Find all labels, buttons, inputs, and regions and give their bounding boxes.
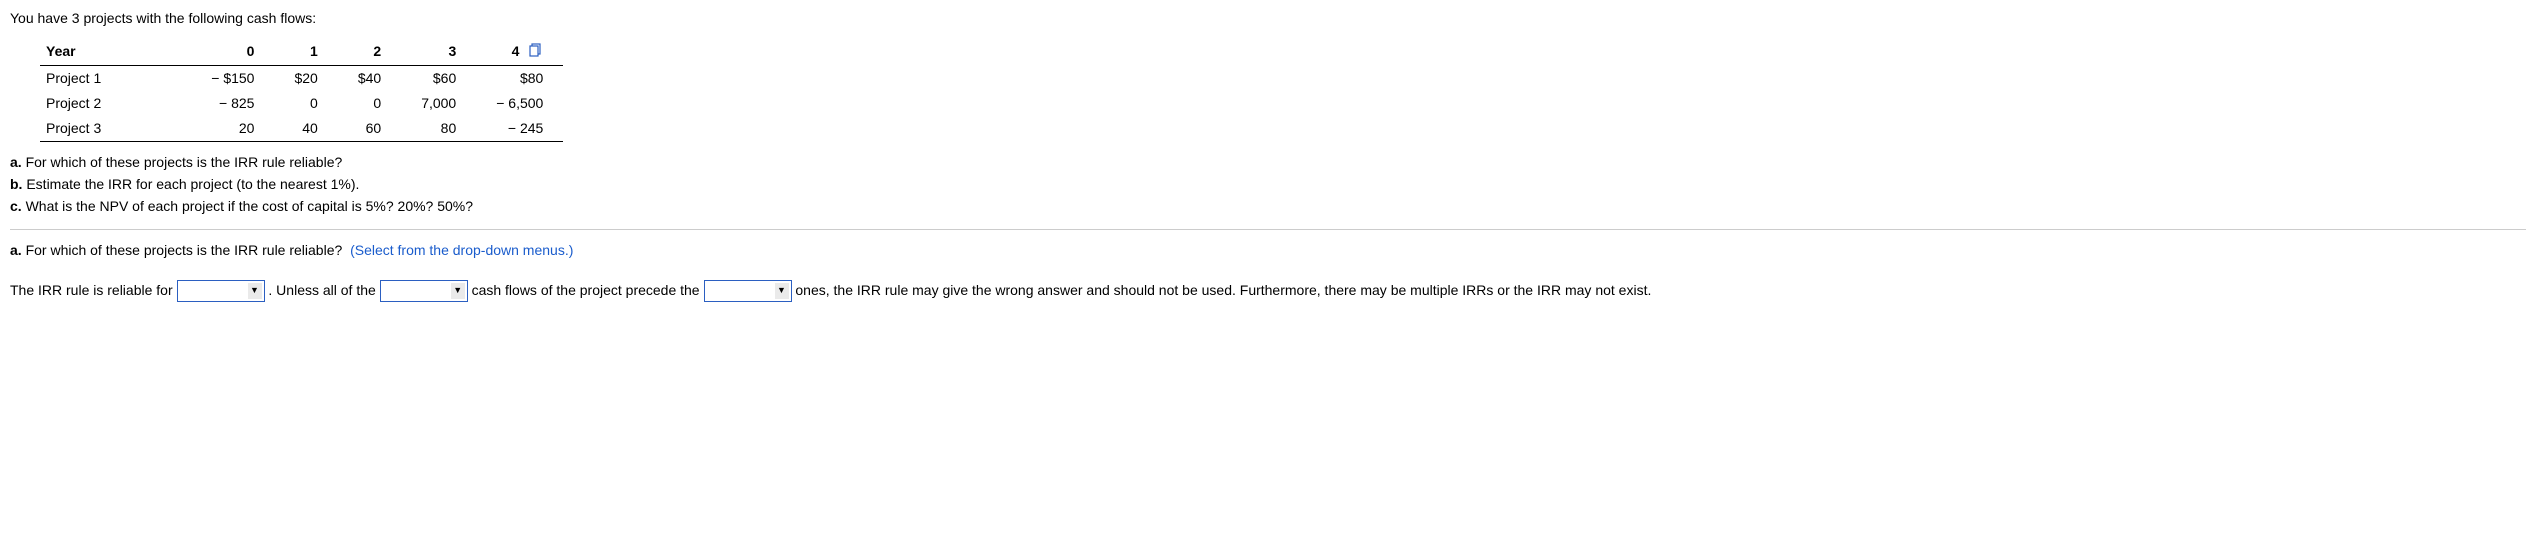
cell: $60: [401, 65, 476, 91]
copy-table-icon[interactable]: [529, 42, 543, 63]
cash-flow-table: Year 0 1 2 3 4 Project 1 − $150 $20 $40 …: [40, 39, 563, 142]
cell: 0: [338, 91, 401, 116]
col-header: 4: [476, 39, 563, 65]
col-header: Year: [40, 39, 191, 65]
row-label: Project 3: [40, 116, 191, 142]
question-text: For which of these projects is the IRR r…: [26, 154, 343, 170]
dropdown-cashflow-sign-1[interactable]: ▼: [380, 280, 468, 302]
cell: − 825: [191, 91, 274, 116]
answer-label: a.: [10, 242, 22, 258]
section-divider: [10, 229, 2526, 230]
chevron-down-icon: ▼: [775, 283, 789, 299]
col-header-label: 4: [512, 43, 520, 59]
table-row: Project 2 − 825 0 0 7,000 − 6,500: [40, 91, 563, 116]
table-row: Project 3 20 40 60 80 − 245: [40, 116, 563, 142]
row-label: Project 2: [40, 91, 191, 116]
sentence-part: . Unless all of the: [268, 282, 379, 298]
cell: − $150: [191, 65, 274, 91]
cell: $80: [476, 65, 563, 91]
question-text: What is the NPV of each project if the c…: [26, 198, 473, 214]
sentence-part: ones, the IRR rule may give the wrong an…: [795, 282, 1651, 298]
cell: − 6,500: [476, 91, 563, 116]
question-text: Estimate the IRR for each project (to th…: [26, 176, 359, 192]
question-a: a. For which of these projects is the IR…: [10, 152, 2526, 173]
cell: $40: [338, 65, 401, 91]
cell: 60: [338, 116, 401, 142]
fill-in-sentence: The IRR rule is reliable for ▼ . Unless …: [10, 275, 2526, 306]
cell: − 245: [476, 116, 563, 142]
col-header: 0: [191, 39, 274, 65]
col-header: 2: [338, 39, 401, 65]
question-c: c. What is the NPV of each project if th…: [10, 196, 2526, 217]
dropdown-cashflow-sign-2[interactable]: ▼: [704, 280, 792, 302]
sentence-part: The IRR rule is reliable for: [10, 282, 177, 298]
chevron-down-icon: ▼: [248, 283, 262, 299]
sentence-part: cash flows of the project precede the: [472, 282, 704, 298]
cell: 80: [401, 116, 476, 142]
question-list: a. For which of these projects is the IR…: [10, 152, 2526, 217]
cell: 40: [274, 116, 337, 142]
dropdown-hint: (Select from the drop-down menus.): [350, 242, 573, 258]
cell: $20: [274, 65, 337, 91]
row-label: Project 1: [40, 65, 191, 91]
table-row: Project 1 − $150 $20 $40 $60 $80: [40, 65, 563, 91]
question-label: a.: [10, 154, 22, 170]
table-header-row: Year 0 1 2 3 4: [40, 39, 563, 65]
chevron-down-icon: ▼: [451, 283, 465, 299]
question-label: c.: [10, 198, 22, 214]
cell: 0: [274, 91, 337, 116]
cell: 20: [191, 116, 274, 142]
dropdown-project[interactable]: ▼: [177, 280, 265, 302]
problem-intro: You have 3 projects with the following c…: [10, 8, 2526, 29]
question-label: b.: [10, 176, 22, 192]
col-header: 3: [401, 39, 476, 65]
cell: 7,000: [401, 91, 476, 116]
answer-question: For which of these projects is the IRR r…: [26, 242, 343, 258]
col-header: 1: [274, 39, 337, 65]
question-b: b. Estimate the IRR for each project (to…: [10, 174, 2526, 195]
answer-prompt-a: a. For which of these projects is the IR…: [10, 240, 2526, 261]
